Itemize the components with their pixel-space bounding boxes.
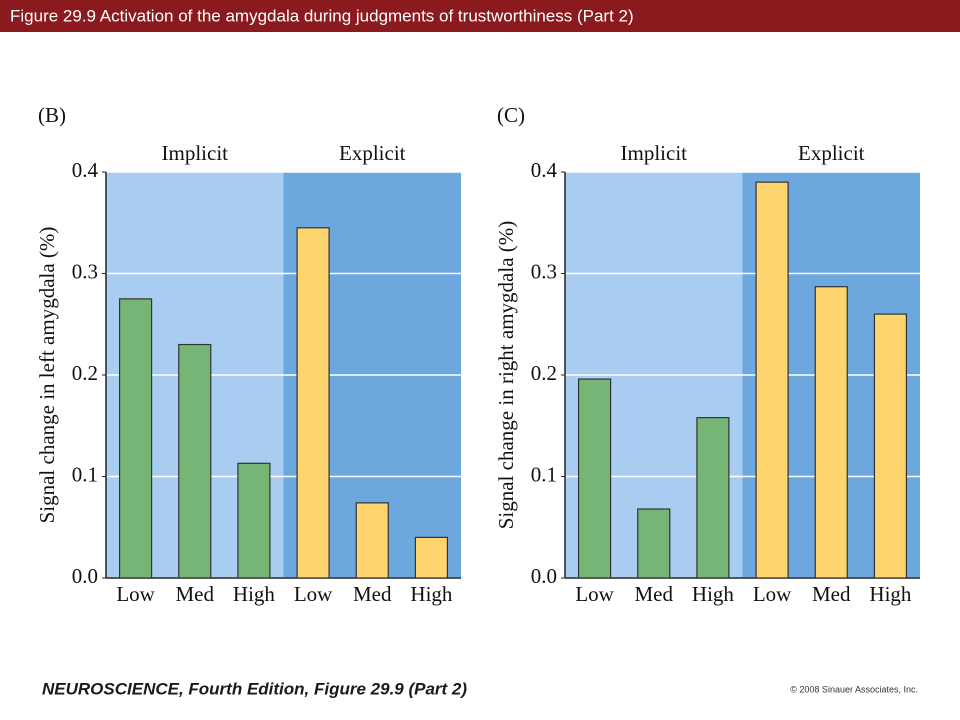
bar — [237, 462, 271, 579]
y-tick-label: 0.1 — [72, 462, 98, 486]
bar — [296, 227, 330, 579]
copyright: © 2008 Sinauer Associates, Inc. — [790, 684, 918, 694]
y-tick-label: 0.3 — [72, 259, 98, 283]
bar — [696, 417, 730, 579]
y-tick-label: 0.4 — [72, 158, 99, 182]
y-tick-label: 0.0 — [531, 564, 557, 588]
x-tick-label: Low — [116, 582, 155, 606]
y-tick-label: 0.1 — [531, 462, 557, 486]
bar — [355, 502, 389, 579]
y-axis-label: Signal change in right amygdala (%) — [494, 221, 518, 530]
panel-label: (C) — [497, 103, 525, 127]
y-tick-label: 0.4 — [531, 158, 558, 182]
bar — [118, 298, 153, 579]
x-tick-label: High — [410, 582, 453, 606]
y-tick-label: 0.0 — [72, 564, 98, 588]
bar — [178, 343, 212, 579]
x-tick-label: Med — [635, 582, 674, 606]
y-axis-label: Signal change in left amygdala (%) — [35, 227, 59, 524]
x-tick-label: Low — [753, 582, 792, 606]
y-tick-label: 0.2 — [72, 361, 98, 385]
y-tick-label: 0.2 — [531, 361, 557, 385]
group-label: Implicit — [162, 141, 229, 165]
x-tick-label: Med — [176, 582, 215, 606]
group-label: Implicit — [621, 141, 688, 165]
bar — [755, 181, 789, 579]
x-tick-label: Low — [294, 582, 333, 606]
x-tick-label: High — [869, 582, 912, 606]
x-tick-label: Low — [575, 582, 614, 606]
header-bar — [0, 0, 960, 32]
bar — [873, 313, 908, 579]
y-tick-label: 0.3 — [531, 259, 557, 283]
x-tick-label: Med — [812, 582, 851, 606]
bar — [414, 536, 449, 579]
panel-label: (B) — [38, 103, 66, 127]
group-label: Explicit — [339, 141, 406, 165]
bar — [814, 286, 848, 579]
slide-title: Figure 29.9 Activation of the amygdala d… — [10, 6, 634, 25]
x-tick-label: High — [233, 582, 276, 606]
book-credit: NEUROSCIENCE, Fourth Edition, Figure 29.… — [42, 679, 467, 698]
group-label: Explicit — [798, 141, 865, 165]
x-tick-label: High — [692, 582, 735, 606]
bar — [577, 378, 612, 579]
x-tick-label: Med — [353, 582, 392, 606]
bar — [637, 508, 671, 579]
